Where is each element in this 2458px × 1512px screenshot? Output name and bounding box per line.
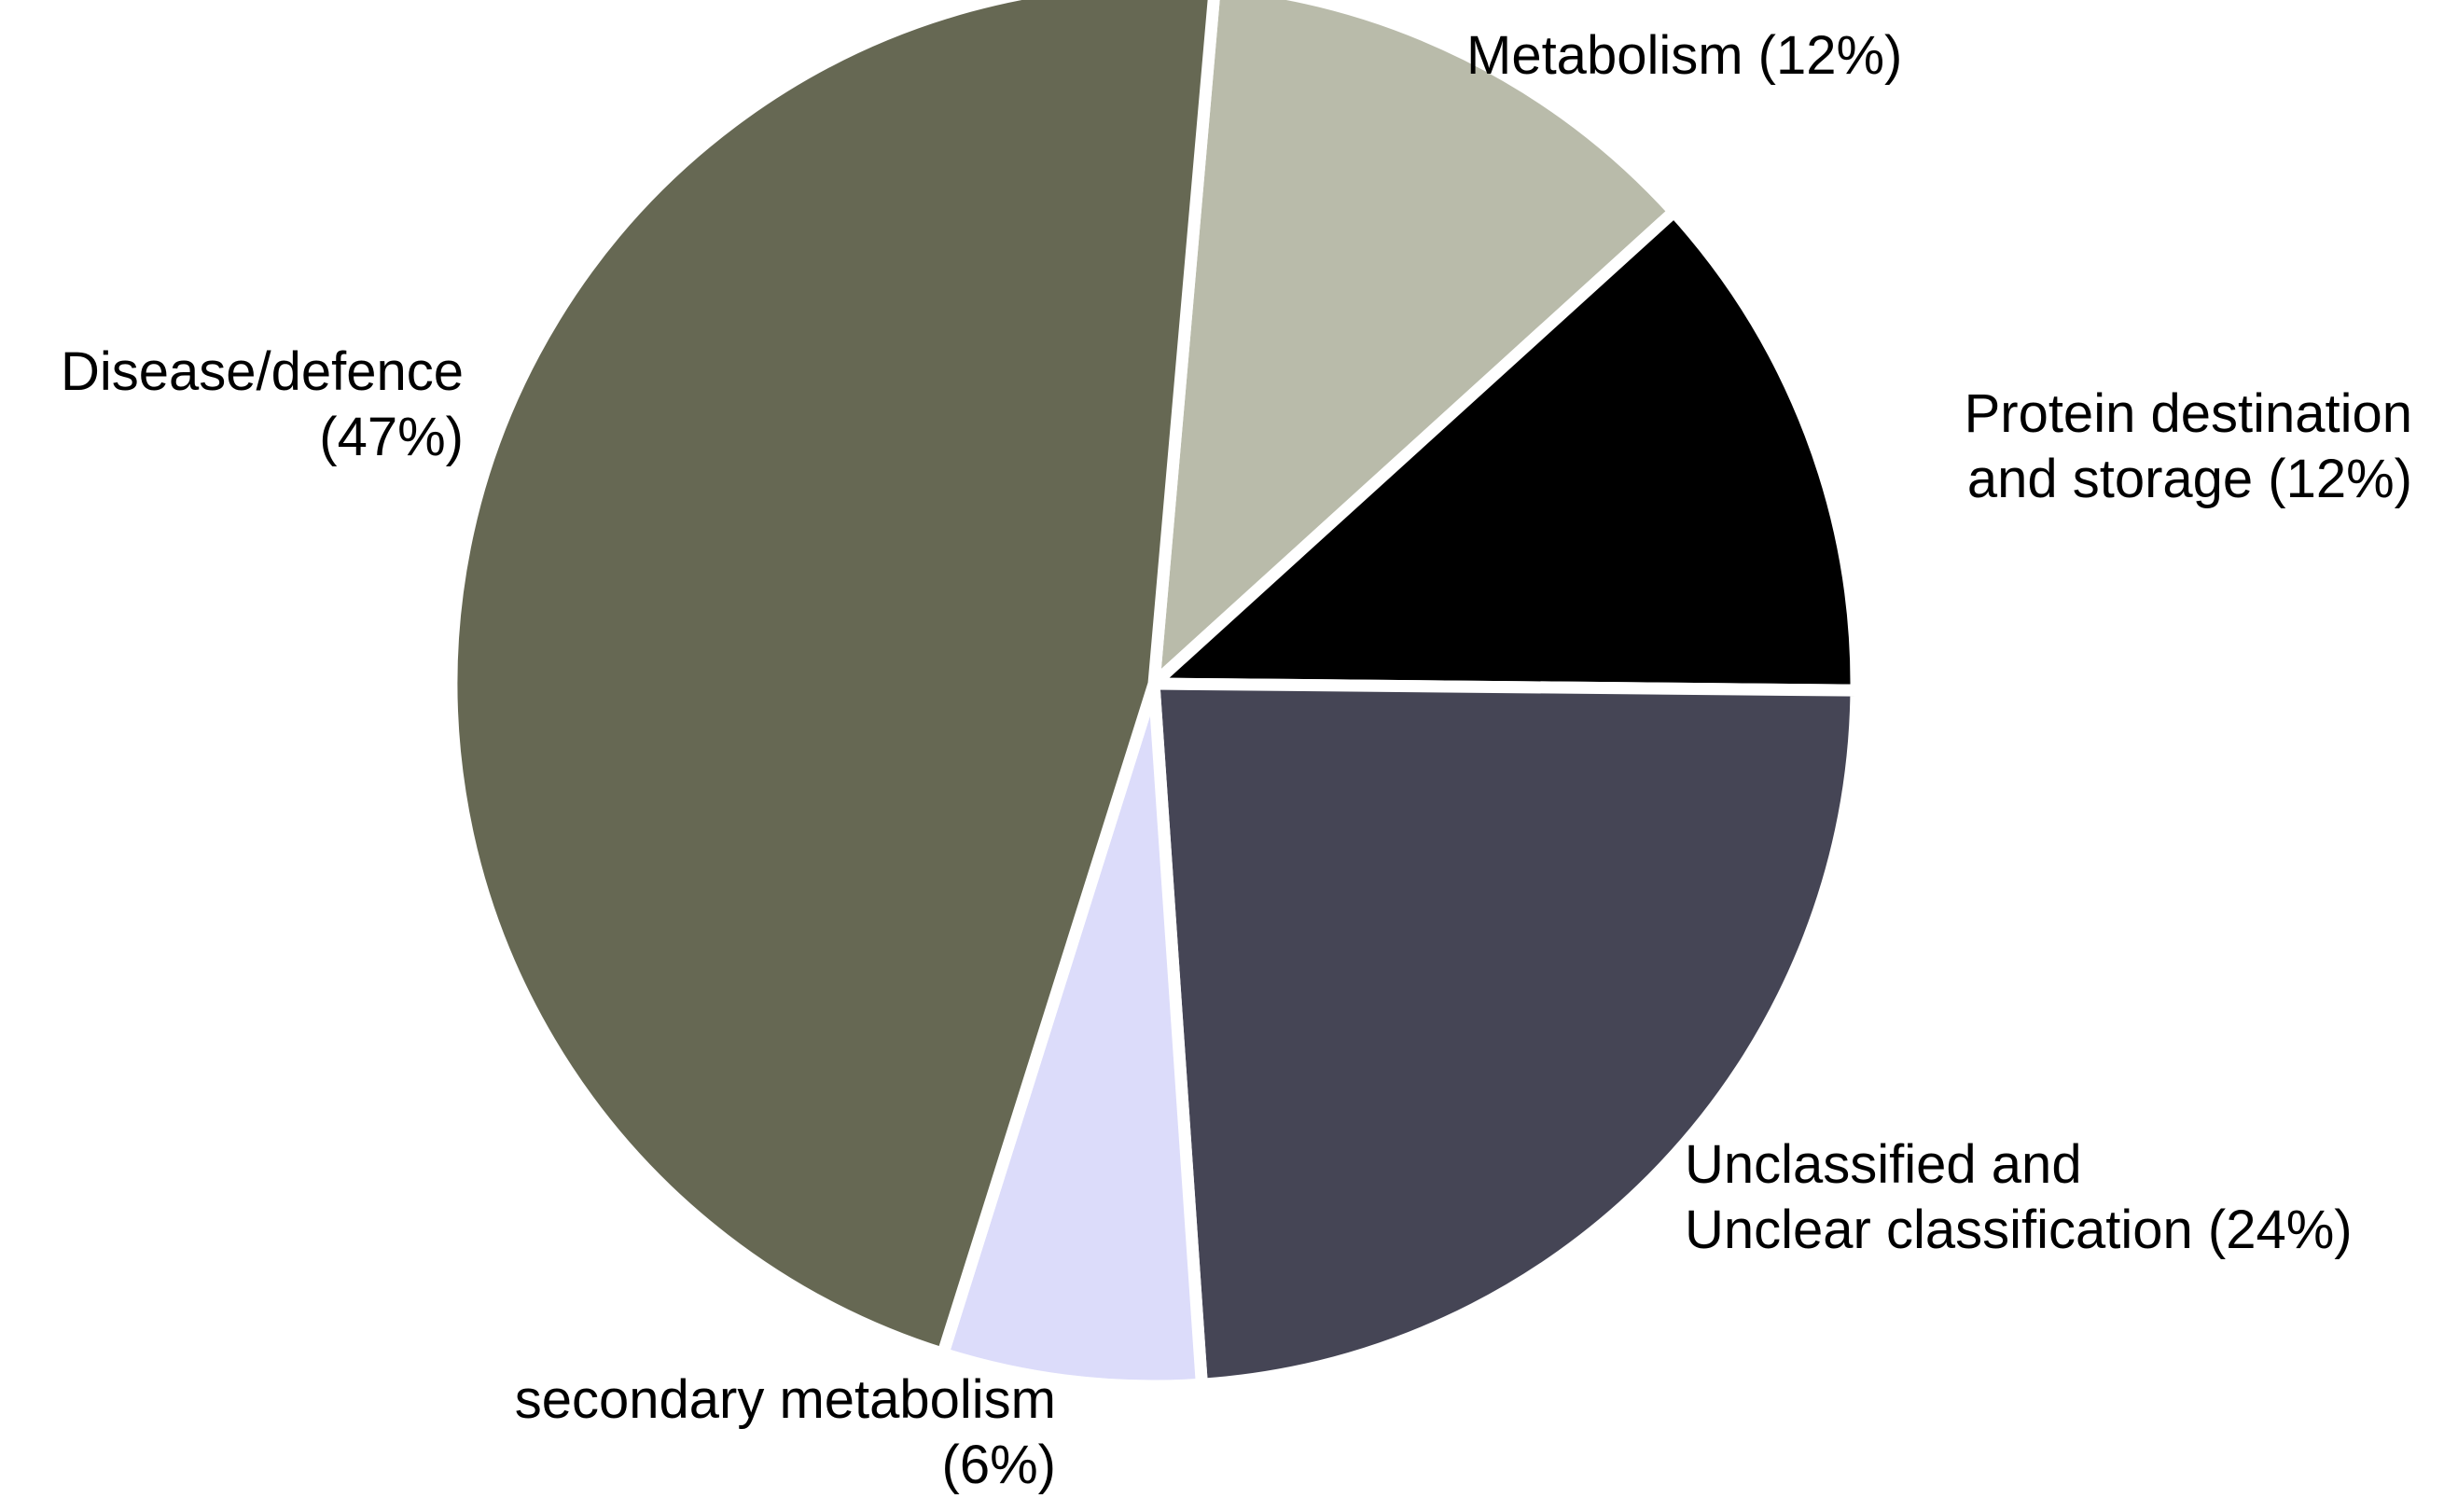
pie-label-disease-defence: Disease/defence (47%) — [61, 341, 464, 467]
pie-label-line: Protein destination — [1965, 383, 2412, 444]
pie-labels: Metabolism (12%) Protein destination and s… — [61, 25, 2412, 1495]
pie-label-line: (6%) — [942, 1435, 1056, 1495]
pie-label-line: secondary metabolism — [515, 1369, 1056, 1430]
pie-slice-secondary-metabolism — [935, 682, 1209, 1393]
pie-label-line: Unclassified and — [1685, 1134, 2082, 1195]
pie-slice-metabolism — [1146, 0, 1683, 699]
pie-label-secondary-metabolism: secondary metabolism (6%) — [515, 1369, 1056, 1495]
pie-slice-disease-defence — [445, 0, 1220, 1362]
pie-label-line: Metabolism (12%) — [1466, 25, 1902, 86]
pie-label-line: and storage (12%) — [1967, 449, 2412, 509]
pie-slice-protein-destination-and-storage — [1138, 202, 1863, 697]
pie-slice-unclassified-and-unclear-classification — [1147, 677, 1863, 1392]
pie-label-line: Disease/defence — [61, 341, 464, 402]
pie-label-unclassified-and-unclear-classification: Unclassified and Unclear classification (… — [1685, 1134, 2353, 1260]
pie-label-line: Unclear classification (24%) — [1685, 1200, 2353, 1260]
pie-label-line: (47%) — [319, 407, 464, 467]
pie-label-metabolism: Metabolism (12%) — [1466, 25, 1902, 86]
pie-slices — [445, 0, 1863, 1393]
pie-label-protein-destination-and-storage: Protein destination and storage (12%) — [1965, 383, 2412, 509]
